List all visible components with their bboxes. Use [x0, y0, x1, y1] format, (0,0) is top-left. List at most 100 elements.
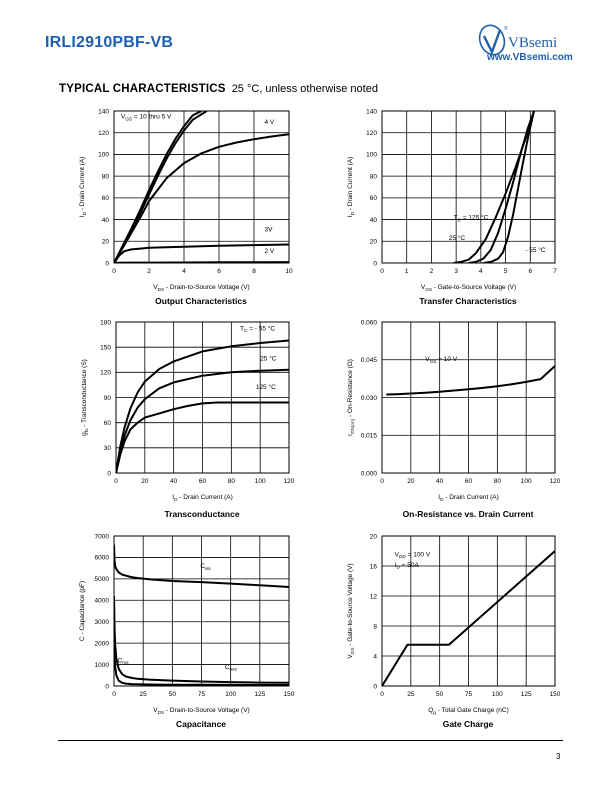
x-tick-label: 100 [521, 478, 532, 485]
y-tick-label: 4000 [95, 598, 110, 605]
series-annotation: Ciss​ [200, 563, 211, 571]
section-heading: TYPICAL CHARACTERISTICS [59, 83, 226, 95]
series-line [382, 550, 555, 686]
x-tick-label: 0 [380, 478, 384, 485]
series-annotation: 2 V [265, 248, 275, 255]
caption-gate-charge: Gate Charge [442, 719, 494, 729]
x-tick-label: 5 [504, 268, 508, 275]
y-tick-label: 40 [102, 217, 110, 224]
series-line [114, 595, 289, 684]
series-line [114, 111, 202, 263]
part-number: IRLI2910PBF-VB [45, 34, 174, 51]
series-annotation: VGS​ = 10 thru 5 V [121, 114, 172, 122]
caption-capacitance: Capacitance [175, 719, 227, 729]
series-annotation: Coss​ [225, 664, 238, 672]
y-tick-label: 40 [370, 217, 378, 224]
series-annotation: 25 °C [260, 355, 277, 363]
x-tick-label: 2 [430, 268, 434, 275]
x-tick-label: 100 [255, 478, 266, 485]
y-axis-label: VGS​ - Gate-to-Source Voltage (V) [347, 563, 355, 658]
x-tick-label: 75 [465, 691, 473, 698]
x-tick-label: 120 [550, 478, 561, 485]
y-tick-label: 140 [98, 108, 109, 115]
plot-frame [115, 321, 290, 474]
x-tick-label: 50 [169, 691, 177, 698]
x-tick-label: 1 [405, 268, 409, 275]
x-tick-label: 0 [114, 478, 118, 485]
y-axis-label: gfs​ - Transconductance (S) [81, 359, 89, 436]
series-line [483, 111, 535, 263]
y-tick-label: 0 [105, 683, 109, 690]
chart-grid [381, 321, 556, 474]
x-tick-label: 6 [217, 268, 221, 275]
y-tick-label: 2000 [95, 640, 110, 647]
series-line [386, 365, 555, 396]
chart-transconductance: 0 20 40 60 80 100 120 0 30 60 90 120 150 180 ID​ - Dra… [81, 319, 295, 502]
website-link[interactable]: www.VBsemi.com [487, 52, 573, 63]
series-line [114, 544, 289, 588]
x-tick-label: 4 [182, 268, 186, 275]
series-line [116, 401, 289, 473]
series-line [114, 133, 289, 263]
x-tick-label: 100 [225, 691, 236, 698]
x-tick-label: 80 [228, 478, 236, 485]
section-note: 25 °C, unless otherwise noted [231, 83, 378, 95]
x-tick-label: 0 [380, 691, 384, 698]
x-tick-label: 25 [407, 691, 415, 698]
series-annotation: 125 °C [256, 383, 276, 391]
series-line [116, 368, 289, 473]
y-tick-label: 5000 [95, 576, 110, 583]
x-tick-label: 60 [465, 478, 473, 485]
series-annotation: TC​ = - 55 °C [240, 324, 275, 333]
y-axis-label: ID​ - Drain Current (A) [79, 157, 87, 217]
x-tick-label: 4 [479, 268, 483, 275]
series-annotation: 25 °C [449, 234, 466, 242]
caption-transfer: Transfer Characteristics [419, 296, 517, 306]
x-tick-label: 2 [147, 268, 151, 275]
y-tick-label: 0 [373, 683, 377, 690]
y-tick-label: 100 [366, 152, 377, 159]
chart-capacitance: 0 25 50 75 100 125 150 0 1000 2000 3000 4000 5000 600… [79, 533, 295, 715]
y-axis-label: rDS(on)​ - On-Resistance (Ω) [347, 359, 355, 436]
x-tick-label: 125 [521, 691, 532, 698]
caption-on-resistance: On-Resistance vs. Drain Current [402, 509, 534, 519]
chart-grid [113, 110, 290, 264]
series-line [114, 621, 289, 686]
y-tick-label: 0.000 [361, 470, 378, 477]
y-tick-label: 60 [370, 195, 378, 202]
x-tick-label: 125 [254, 691, 265, 698]
plot-frame [381, 321, 556, 474]
y-tick-label: 0.060 [361, 319, 378, 326]
x-tick-label: 8 [252, 268, 256, 275]
series-annotation: VGS​ = 10 V [425, 356, 458, 364]
x-tick-label: 20 [407, 478, 415, 485]
x-tick-label: 40 [436, 478, 444, 485]
x-tick-label: 75 [198, 691, 206, 698]
brand-logo-icon: VBsemi ® [478, 24, 557, 56]
x-tick-label: 150 [550, 691, 561, 698]
y-tick-label: 0.030 [361, 395, 378, 402]
series-annotation: - 55 °C [525, 246, 546, 254]
y-tick-label: 100 [98, 152, 109, 159]
plot-frame [113, 110, 290, 264]
y-tick-label: 20 [370, 533, 378, 540]
x-tick-label: 20 [141, 478, 149, 485]
y-tick-label: 150 [100, 344, 111, 351]
x-axis-label: VGS​ - Gate-to-Source Voltage (V) [421, 284, 516, 292]
y-tick-label: 20 [102, 239, 110, 246]
series-annotation: 3V [265, 227, 274, 234]
y-tick-label: 60 [104, 420, 112, 427]
chart-on-resistance: 0 20 40 60 80 100 120 0.000 0.015 0.030 0.045 0.060… [347, 319, 561, 502]
y-axis-label: C - Capacitance (pF) [79, 581, 86, 641]
x-tick-label: 50 [436, 691, 444, 698]
y-axis-label: ID​ - Drain Current (A) [347, 157, 355, 217]
series-line [114, 243, 289, 263]
series-annotation: Crss​ [118, 657, 130, 665]
x-tick-label: 80 [494, 478, 502, 485]
y-tick-label: 0.045 [361, 357, 378, 364]
series-line [114, 261, 289, 263]
caption-transconductance: Transconductance [164, 509, 240, 519]
y-tick-label: 30 [104, 445, 112, 452]
y-tick-label: 180 [100, 319, 111, 326]
